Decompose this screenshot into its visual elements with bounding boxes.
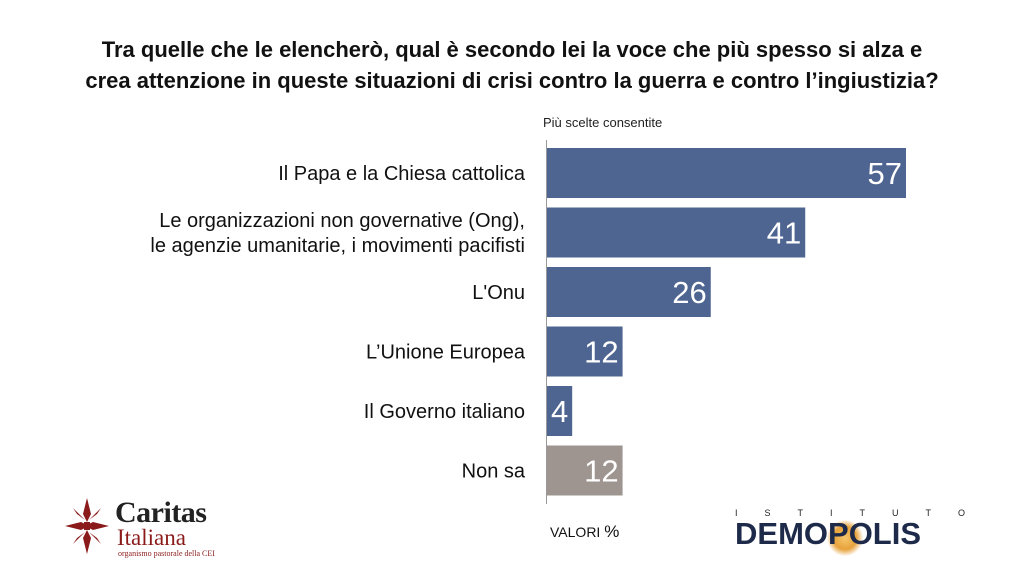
category-label: Il Papa e la Chiesa cattolica	[278, 163, 526, 185]
demopolis-wordmark: DEMOPOLIS	[735, 516, 921, 552]
bar-value-label: 12	[584, 454, 618, 489]
prefix-letter: T	[797, 508, 804, 518]
bar-value-label: 4	[551, 394, 568, 429]
wordmark-part: DEM	[735, 516, 804, 551]
demopolis-logo: I S T I T U T O DEMOPOLIS	[735, 508, 970, 558]
chart-subtitle: Più scelte consentite	[543, 115, 663, 130]
demopolis-sun-icon	[827, 520, 863, 556]
category-label: L’Unione Europea	[366, 342, 526, 364]
bar	[547, 207, 806, 258]
bar-value-label: 57	[868, 156, 902, 191]
chart-title: Tra quelle che le elencherò, qual è seco…	[20, 34, 1004, 96]
bar	[547, 267, 711, 317]
valori-unit: %	[604, 522, 620, 541]
bar	[547, 148, 906, 198]
bar	[547, 445, 623, 496]
caritas-logo-tag: organismo pastorale della CEI	[118, 549, 215, 558]
prefix-letter: U	[891, 508, 899, 518]
valori-label: VALORI	[550, 524, 601, 540]
prefix-letter: S	[764, 508, 771, 518]
caritas-flame-cross-icon	[65, 498, 109, 554]
bar	[547, 326, 623, 377]
category-label: Non sa	[462, 461, 526, 483]
title-line-1: Tra quelle che le elencherò, qual è seco…	[101, 37, 923, 62]
prefix-letter: T	[925, 508, 931, 518]
wordmark-part: POLIS	[828, 516, 922, 551]
bar	[547, 386, 573, 436]
bar-value-label: 12	[584, 335, 618, 370]
values-unit-note: VALORI %	[550, 522, 619, 542]
wordmark-o: O	[803, 516, 829, 551]
caritas-logo-sub: Italiana	[117, 525, 186, 550]
bar-value-label: 26	[672, 275, 706, 310]
caritas-logo: Caritas Italiana organismo pastorale del…	[63, 496, 233, 560]
category-label: le agenzie umanitarie, i movimenti pacif…	[150, 235, 525, 257]
y-axis-line	[546, 140, 547, 504]
prefix-letter: O	[957, 508, 965, 518]
prefix-letter: I	[735, 508, 738, 518]
category-label: Le organizzazioni non governative (Ong),	[159, 210, 525, 232]
title-line-2: crea attenzione in queste situazioni di …	[85, 68, 939, 93]
category-label: Il Governo italiano	[364, 401, 525, 423]
category-label: L'Onu	[472, 282, 525, 304]
prefix-letter: T	[859, 508, 865, 518]
bar-value-label: 41	[767, 216, 801, 251]
demopolis-prefix: I S T I T U T O	[735, 508, 965, 518]
caritas-logo-name: Caritas	[115, 496, 207, 529]
prefix-letter: I	[829, 508, 833, 518]
